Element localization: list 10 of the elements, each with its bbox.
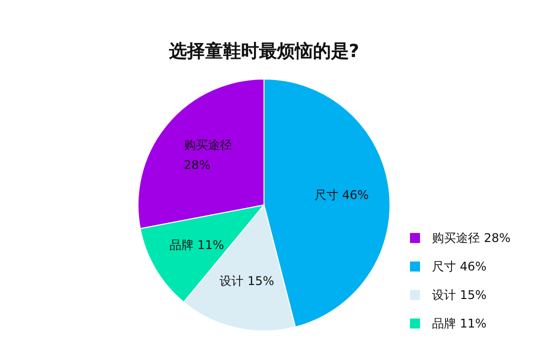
category-label: 购买途径 28% [432, 231, 510, 245]
slice-label: 购买途径 [184, 138, 232, 152]
slice-label: 设计 15% [220, 274, 274, 288]
data-label: 28% [184, 158, 210, 172]
slice-label: 品牌 11% [170, 238, 224, 252]
legend-label: 设计 15% [432, 288, 486, 302]
chart-title: 选择童鞋时最烦恼的是? [168, 41, 360, 62]
slice-label: 尺寸 46% [314, 188, 369, 202]
legend-label: 尺寸 46% [432, 260, 486, 274]
legend-label: 品牌 11% [432, 316, 486, 330]
